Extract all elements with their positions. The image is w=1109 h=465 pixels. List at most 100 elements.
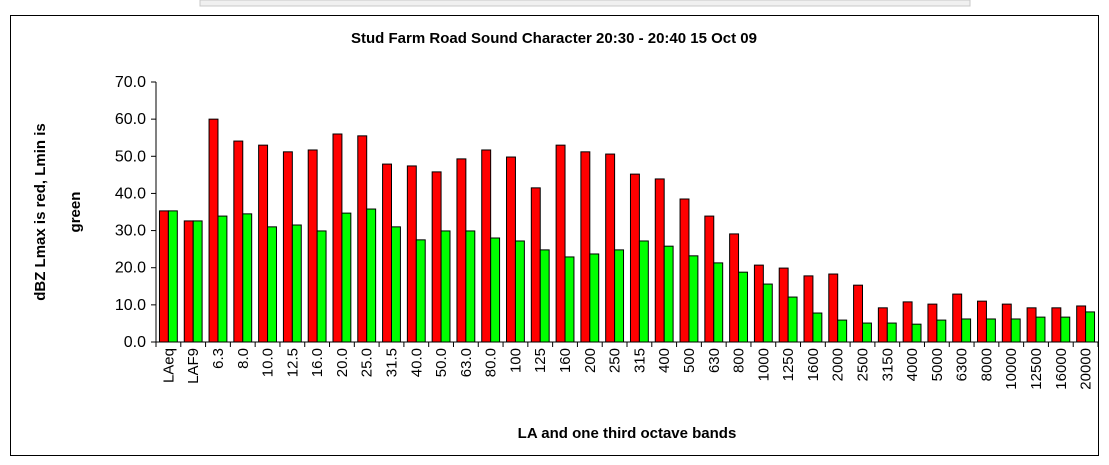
bar xyxy=(837,319,848,343)
x-tick-label: 100 xyxy=(507,348,524,373)
x-tick-label: 800 xyxy=(731,348,748,373)
y-tick-label: 40.0 xyxy=(115,185,146,202)
bar xyxy=(713,262,724,343)
bar xyxy=(490,237,501,343)
bar xyxy=(704,215,715,343)
x-tick-label: 16000 xyxy=(1053,348,1070,390)
bar xyxy=(663,245,674,343)
bar xyxy=(738,271,748,343)
x-tick-label: 12500 xyxy=(1028,348,1045,390)
x-tick-label: 8000 xyxy=(978,348,995,381)
x-tick-label: 3150 xyxy=(879,348,896,381)
bar xyxy=(936,319,947,343)
x-tick-label: 4000 xyxy=(904,348,921,381)
chart-title: Stud Farm Road Sound Character 20:30 - 2… xyxy=(351,30,757,47)
bar xyxy=(258,144,269,343)
x-tick-label: 20000 xyxy=(1078,348,1095,390)
bar xyxy=(911,323,922,343)
bar xyxy=(812,312,823,343)
x-tick-label: LAF9 xyxy=(185,348,202,384)
x-tick-label: 400 xyxy=(656,348,673,373)
x-tick-label: 10.0 xyxy=(260,348,277,377)
bar xyxy=(332,133,343,343)
x-tick-label: 2500 xyxy=(855,348,872,381)
x-tick-label: 125 xyxy=(532,348,549,373)
toolbar xyxy=(199,0,971,7)
bar xyxy=(506,156,516,343)
bar xyxy=(1051,307,1062,343)
bar xyxy=(208,118,219,343)
bar xyxy=(729,233,740,343)
x-tick-label: 25.0 xyxy=(359,348,376,377)
x-tick-label: 2000 xyxy=(830,348,847,381)
bar xyxy=(605,153,616,343)
bar xyxy=(539,249,550,343)
bar xyxy=(1001,303,1012,343)
x-tick-label: 630 xyxy=(706,348,723,373)
y-tick-label: 20.0 xyxy=(115,260,146,277)
x-tick-label: 6.3 xyxy=(210,348,227,369)
bar xyxy=(1026,307,1037,343)
bar xyxy=(282,151,293,343)
bar xyxy=(1076,305,1087,343)
bar xyxy=(961,318,972,343)
x-tick-label: 5000 xyxy=(929,348,946,381)
bar xyxy=(1035,316,1046,343)
bar xyxy=(481,149,492,343)
bar xyxy=(217,215,228,343)
x-tick-label: 20.0 xyxy=(334,348,351,377)
bar xyxy=(382,163,392,343)
y-tick-label: 50.0 xyxy=(115,148,146,165)
bar xyxy=(862,322,872,343)
x-tick-label: 63.0 xyxy=(458,348,475,377)
bar xyxy=(762,283,773,343)
x-tick-label: 8.0 xyxy=(235,348,252,369)
x-tick-label: 10000 xyxy=(1003,348,1020,390)
bar xyxy=(787,296,798,343)
y-tick-label: 70.0 xyxy=(115,74,146,91)
bar xyxy=(985,318,996,343)
bar xyxy=(877,307,888,343)
bar xyxy=(465,230,476,343)
x-tick-label: 1000 xyxy=(755,348,772,381)
bar xyxy=(580,151,591,343)
x-tick-label: 200 xyxy=(582,348,599,373)
x-tick-label: 16.0 xyxy=(309,348,326,377)
bar xyxy=(267,226,277,343)
bar xyxy=(440,230,451,343)
x-axis-label: LA and one third octave bands xyxy=(518,425,737,442)
bar xyxy=(1085,311,1096,343)
bar xyxy=(530,187,541,343)
y-axis-label: green xyxy=(67,192,84,233)
bar xyxy=(183,220,194,343)
x-tick-label: 6300 xyxy=(954,348,971,381)
bar xyxy=(514,240,525,343)
x-tick-label: LAeq xyxy=(160,348,177,383)
y-tick-label: 30.0 xyxy=(115,223,146,240)
bar xyxy=(415,239,426,343)
bar xyxy=(406,165,417,343)
x-tick-label: 250 xyxy=(607,348,624,373)
bar xyxy=(853,284,864,343)
bar xyxy=(192,220,203,343)
bar xyxy=(927,303,938,343)
bar xyxy=(307,149,318,343)
bar xyxy=(366,208,377,343)
bar xyxy=(828,273,839,343)
bar xyxy=(431,171,442,343)
bar xyxy=(654,178,665,343)
y-tick-label: 0.0 xyxy=(124,334,146,351)
x-tick-label: 160 xyxy=(557,348,574,373)
bar xyxy=(952,293,963,343)
bar xyxy=(803,275,814,343)
bar xyxy=(233,140,244,343)
bar xyxy=(688,255,699,343)
bar xyxy=(1060,316,1071,343)
bar xyxy=(679,198,690,343)
bar xyxy=(977,300,987,343)
bar xyxy=(753,264,764,343)
x-tick-label: 500 xyxy=(681,348,698,373)
y-axis-label: dBZ Lmax is red, Lmin is xyxy=(32,123,49,301)
bar xyxy=(902,301,913,343)
bar xyxy=(886,322,897,343)
